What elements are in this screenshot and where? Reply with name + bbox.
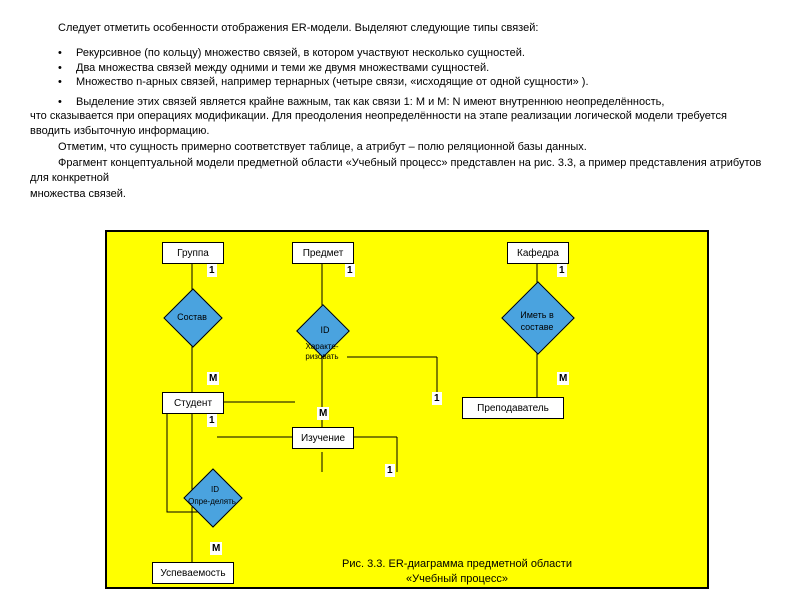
card-prepod-m: M bbox=[557, 372, 569, 385]
entity-kafedra: Кафедра bbox=[507, 242, 569, 264]
card-student-1: 1 bbox=[207, 414, 217, 427]
er-diagram: Группа Предмет Кафедра Студент Преподава… bbox=[105, 230, 709, 589]
bullet-3: •Множество n-арных связей, например терн… bbox=[58, 75, 764, 89]
para-2a: •Выделение этих связей является крайне в… bbox=[58, 95, 764, 109]
entity-subject: Предмет bbox=[292, 242, 354, 264]
entity-student: Студент bbox=[162, 392, 224, 414]
bullet-2: •Два множества связей между одними и тем… bbox=[58, 61, 764, 75]
bullet-2-text: Два множества связей между одними и теми… bbox=[76, 61, 489, 75]
card-uspev-m: M bbox=[210, 542, 222, 555]
card-kafedra-1: 1 bbox=[557, 264, 567, 277]
para-4: Фрагмент концептуальной модели предметно… bbox=[30, 156, 764, 185]
bullet-1: •Рекурсивное (по кольцу) множество связе… bbox=[58, 46, 764, 60]
entity-group: Группа bbox=[162, 242, 224, 264]
caption-line2: «Учебный процесс» bbox=[307, 572, 607, 586]
bullet-1-text: Рекурсивное (по кольцу) множество связей… bbox=[76, 46, 525, 60]
para-3: Отметим, что сущность примерно соответст… bbox=[30, 140, 764, 154]
rel-izuch-box: Изучение bbox=[292, 427, 354, 449]
rel-id1 bbox=[296, 304, 350, 358]
para-1: Следует отметить особенности отображения… bbox=[30, 21, 764, 35]
para-2b: что сказывается при операциях модификаци… bbox=[30, 109, 764, 138]
para-5: множества связей. bbox=[30, 187, 764, 201]
caption-line1: Рис. 3.3. ER-диаграмма предметной област… bbox=[307, 557, 607, 571]
card-izuch-m: M bbox=[317, 407, 329, 420]
card-izuch-1: 1 bbox=[385, 464, 395, 477]
rel-opred bbox=[183, 468, 242, 527]
rel-imet bbox=[501, 281, 575, 355]
card-group-1: 1 bbox=[207, 264, 217, 277]
entity-prepod: Преподаватель bbox=[462, 397, 564, 419]
bullet-3-text: Множество n-арных связей, например терна… bbox=[76, 75, 589, 89]
entity-uspev: Успеваемость bbox=[152, 562, 234, 584]
card-student-m: M bbox=[207, 372, 219, 385]
card-prepod-1: 1 bbox=[432, 392, 442, 405]
card-subject-1: 1 bbox=[345, 264, 355, 277]
rel-sostav bbox=[163, 288, 222, 347]
para-2a-text: Выделение этих связей является крайне ва… bbox=[76, 95, 664, 109]
